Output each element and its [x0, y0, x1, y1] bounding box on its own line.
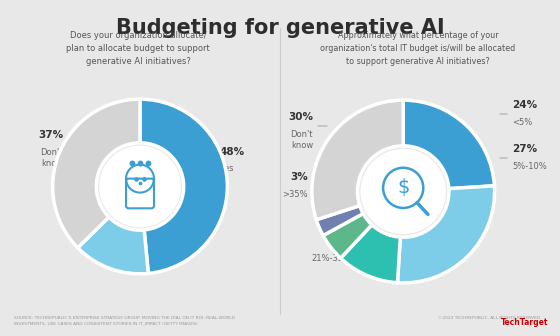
Text: 3%: 3% [290, 172, 308, 182]
Text: Does your organization allocate/
plan to allocate budget to support
generative A: Does your organization allocate/ plan to… [66, 31, 210, 67]
Text: SOURCE: TECHREPUBLIC'S ENTERPRISE STRATEGY GROUP. MOVING THE DIAL ON IT ROI: REA: SOURCE: TECHREPUBLIC'S ENTERPRISE STRATE… [14, 316, 235, 325]
Text: Don't
know: Don't know [291, 130, 313, 150]
Wedge shape [323, 214, 372, 258]
Text: 21%-35%: 21%-35% [312, 254, 352, 263]
Text: 5%: 5% [334, 236, 352, 246]
Text: 5%-10%: 5%-10% [512, 162, 547, 171]
Wedge shape [340, 225, 400, 283]
Text: 27%: 27% [512, 144, 537, 154]
Text: 14%: 14% [136, 253, 161, 263]
Text: <5%: <5% [512, 118, 532, 127]
Text: No: No [142, 262, 154, 271]
Wedge shape [398, 186, 494, 283]
Text: $: $ [397, 178, 409, 197]
Text: Don't
know: Don't know [40, 148, 63, 168]
Wedge shape [403, 100, 494, 188]
Text: Budgeting for generative AI: Budgeting for generative AI [116, 18, 444, 38]
Text: 37%: 37% [38, 130, 63, 140]
Wedge shape [53, 99, 140, 248]
Wedge shape [316, 206, 363, 236]
Circle shape [361, 150, 445, 234]
Wedge shape [312, 100, 403, 220]
Text: Yes: Yes [220, 164, 234, 173]
Text: 11%-20%: 11%-20% [395, 271, 435, 280]
Text: >35%: >35% [282, 190, 308, 199]
Wedge shape [78, 217, 148, 274]
Wedge shape [140, 99, 227, 274]
Circle shape [100, 146, 180, 227]
Text: 30%: 30% [288, 112, 313, 122]
Text: TechTarget: TechTarget [501, 318, 548, 327]
Text: 11%: 11% [403, 262, 427, 272]
Text: 48%: 48% [220, 147, 245, 157]
Text: ©2023 TECHREPUBLIC. ALL RIGHTS RESERVED.: ©2023 TECHREPUBLIC. ALL RIGHTS RESERVED. [438, 316, 542, 320]
Text: 24%: 24% [512, 100, 537, 110]
Text: Approximately what percentage of your
organization's total IT budget is/will be : Approximately what percentage of your or… [320, 31, 516, 67]
